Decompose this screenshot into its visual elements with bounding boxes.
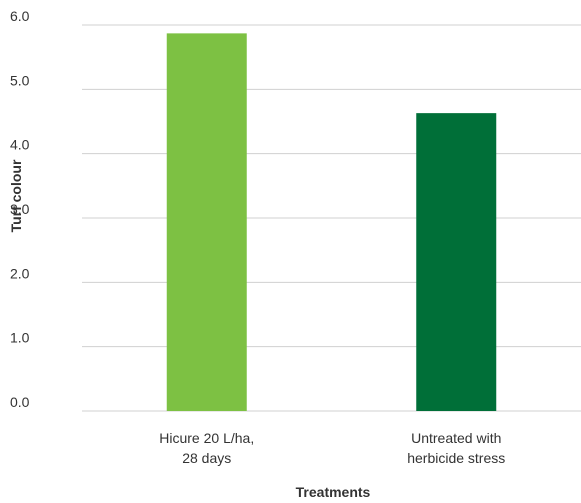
bar	[416, 113, 497, 412]
y-axis-title: Turf colour	[8, 159, 24, 232]
y-tick-label: 5.0	[10, 72, 30, 88]
x-category-label-line: herbicide stress	[407, 450, 505, 466]
x-category-label-line: 28 days	[182, 450, 231, 466]
y-tick-label: 2.0	[10, 265, 30, 281]
y-tick-label: 3.0	[10, 201, 30, 217]
x-axis-title: Treatments	[296, 484, 371, 500]
y-tick-label: 1.0	[10, 330, 30, 346]
y-tick-label: 6.0	[10, 8, 30, 24]
y-tick-label: 0.0	[10, 394, 30, 410]
x-category-label-line: Untreated with	[411, 430, 501, 446]
x-category-label-line: Hicure 20 L/ha,	[159, 430, 254, 446]
gridlines	[82, 24, 581, 412]
x-category-label: Untreated with herbicide stress	[407, 430, 505, 466]
y-tick-label: 4.0	[10, 137, 30, 153]
y-axis-tick-labels: 0.0 1.0 2.0 3.0 4.0 5.0 6.0	[10, 8, 30, 410]
bar	[166, 33, 247, 411]
x-axis-category-labels: Hicure 20 L/ha, 28 days Untreated with herb…	[159, 430, 505, 466]
x-category-label: Hicure 20 L/ha, 28 days	[159, 430, 254, 466]
bars	[166, 33, 497, 412]
